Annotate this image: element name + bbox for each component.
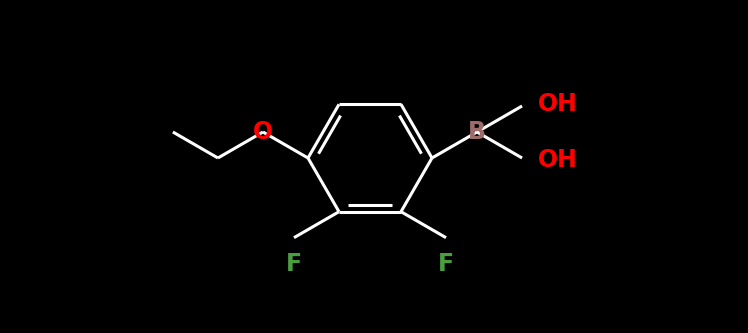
Text: OH: OH — [538, 148, 578, 172]
Text: F: F — [438, 252, 454, 276]
Text: F: F — [286, 252, 302, 276]
Text: B: B — [468, 120, 486, 144]
Text: OH: OH — [538, 92, 578, 116]
Text: O: O — [253, 120, 273, 144]
